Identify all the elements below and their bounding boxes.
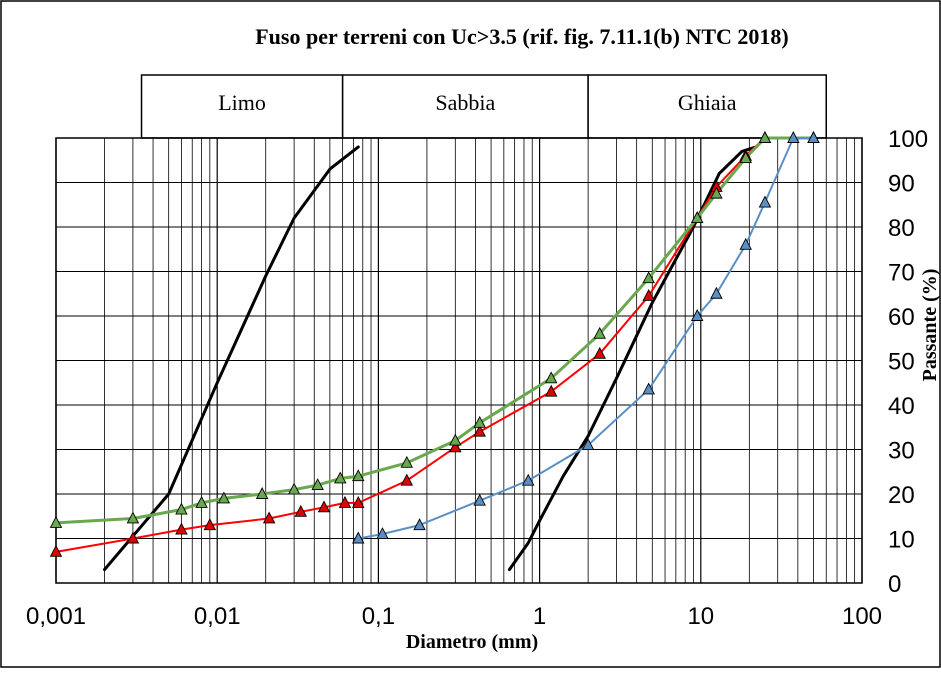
data-point [400, 473, 414, 486]
marker-layer [49, 131, 820, 557]
data-point [642, 271, 655, 284]
data-point [758, 195, 772, 208]
band-label: Sabbia [435, 90, 495, 115]
chart-title: Fuso per terreni con Uc>3.5 (rif. fig. 7… [255, 24, 789, 49]
data-point [49, 515, 63, 528]
data-point [334, 471, 347, 484]
band-box [341, 74, 589, 139]
data-point [126, 511, 140, 524]
x-tick-label: 10 [687, 603, 714, 630]
x-tick-label: 1 [533, 603, 546, 630]
data-point [352, 495, 365, 508]
data-point [473, 415, 486, 428]
band-box [587, 74, 827, 139]
data-point [255, 487, 269, 499]
data-point [473, 424, 486, 437]
data-point [317, 500, 331, 513]
y-tick-label: 10 [888, 527, 915, 554]
plot-frame [55, 137, 863, 584]
data-point [710, 286, 723, 299]
x-tick-label: 0,01 [194, 603, 241, 630]
data-point [413, 518, 426, 531]
data-point [642, 289, 655, 301]
data-point [203, 518, 217, 531]
data-point [376, 527, 389, 539]
x-tick-labels: 0,001 0,01 0,1 1 10 100 [26, 603, 882, 630]
data-point [400, 455, 414, 468]
data-point [217, 491, 231, 504]
data-point [690, 309, 704, 321]
data-point [593, 326, 606, 339]
band-label: Ghiaia [678, 90, 737, 115]
data-point [758, 131, 772, 143]
y-axis-label: Passante (%) [919, 269, 941, 382]
y-tick-labels: 0 10 20 30 40 50 60 70 80 90 100 [888, 126, 928, 598]
y-tick-label: 50 [888, 349, 915, 376]
data-point [807, 131, 820, 143]
data-point [449, 440, 462, 453]
band-header: Limo Sabbia Ghiaia [140, 74, 827, 139]
y-tick-label: 80 [888, 215, 915, 242]
data-point [262, 511, 276, 524]
x-axis-label: Diametro (mm) [406, 631, 538, 653]
data-point [311, 478, 324, 491]
data-point [175, 502, 188, 515]
y-tick-label: 40 [888, 393, 915, 420]
data-point [473, 493, 486, 506]
data-point [581, 438, 595, 450]
data-point [544, 384, 558, 397]
band-label: Limo [218, 90, 266, 115]
data-point [544, 371, 558, 384]
y-tick-label: 100 [888, 126, 928, 153]
x-tick-label: 0,001 [26, 603, 86, 630]
y-tick-label: 0 [888, 571, 901, 598]
y-tick-label: 60 [888, 304, 915, 331]
y-tick-label: 30 [888, 438, 915, 465]
data-point [710, 186, 723, 199]
data-point [449, 433, 462, 446]
y-tick-label: 90 [888, 171, 915, 198]
band-box [140, 74, 344, 139]
data-point [739, 237, 752, 250]
grid [55, 137, 863, 584]
data-point [593, 346, 606, 359]
data-point [338, 495, 352, 508]
data-point [739, 151, 752, 163]
x-tick-label: 100 [842, 603, 882, 630]
y-tick-label: 70 [888, 260, 915, 287]
data-point [287, 482, 301, 495]
y-tick-label: 20 [888, 482, 915, 509]
data-point [352, 469, 365, 482]
data-point [352, 531, 365, 544]
data-point [690, 211, 704, 224]
data-point [642, 382, 655, 395]
data-point [126, 531, 140, 544]
series-line [507, 145, 758, 572]
data-point [294, 504, 308, 517]
series-line [103, 145, 360, 572]
data-point [195, 495, 208, 508]
data-point [521, 473, 535, 486]
data-point [49, 544, 63, 557]
x-tick-label: 0,1 [362, 603, 395, 630]
data-point [787, 131, 800, 143]
data-point [175, 522, 188, 535]
